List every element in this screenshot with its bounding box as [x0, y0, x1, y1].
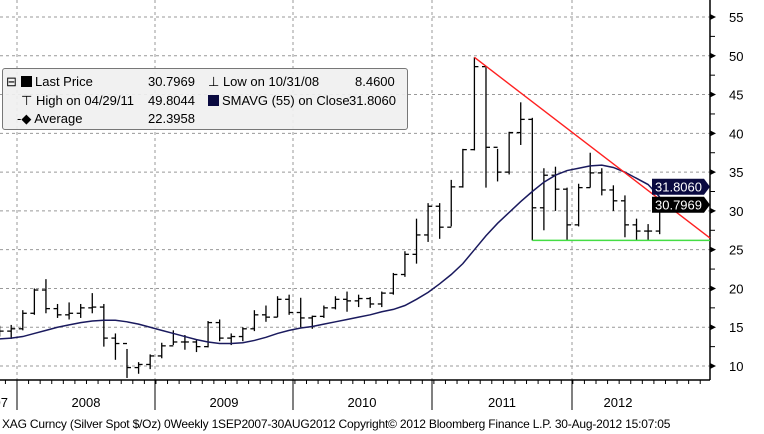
y-tick-mark	[710, 14, 716, 20]
legend-last-value: 30.7969	[148, 74, 195, 89]
y-tick-label: 10	[729, 359, 743, 374]
y-tick-label: 20	[729, 281, 743, 296]
y-tick-mark	[710, 52, 716, 59]
footer-caption: XAG Curncy (Silver Spot $/Oz) 0Weekly 1S…	[2, 417, 671, 431]
legend-sma-label: SMAVG (55) on Close	[222, 93, 350, 108]
legend-avg-label: Average	[34, 111, 83, 126]
last-price-tag	[652, 196, 710, 213]
sma-swatch-icon	[208, 95, 219, 106]
y-tick-label: 55	[729, 10, 743, 25]
y-tick-mark	[710, 285, 716, 292]
legend-last-label: Last Price	[35, 74, 93, 89]
y-tick-mark	[710, 246, 716, 253]
legend: ⊟ Last Price 30.7969 ⊤ High on 04/29/11 …	[2, 68, 408, 130]
legend-low-label: Low on 10/31/08	[222, 74, 320, 89]
y-tick-label: 50	[729, 49, 743, 64]
sma-tag-label: 31.8060	[655, 180, 702, 195]
legend-high-value: 49.8044	[148, 93, 195, 108]
y-tick-mark	[710, 324, 716, 331]
last-price-tag-label: 30.7969	[655, 198, 702, 213]
y-tick-label: 35	[729, 165, 743, 180]
last-price-swatch-icon	[21, 76, 32, 87]
collapse-icon[interactable]: ⊟	[6, 74, 17, 89]
x-tick-label: 2010	[348, 395, 377, 410]
x-tick-label: 07	[0, 395, 8, 410]
x-tick-label: 2008	[72, 395, 101, 410]
x-tick-label: 2009	[210, 395, 239, 410]
y-tick-mark	[710, 363, 716, 370]
legend-high-label: High on 04/29/11	[35, 93, 134, 108]
sma55-line	[0, 164, 661, 345]
legend-sma-value: 31.8060	[349, 93, 396, 108]
y-tick-label: 30	[729, 204, 743, 219]
low-marker-icon: ⊥	[208, 74, 223, 89]
y-tick-mark	[710, 91, 716, 98]
y-tick-label: 40	[729, 126, 743, 141]
y-tick-mark	[710, 169, 716, 176]
legend-low-value: 8.4600	[355, 74, 395, 89]
y-tick-label: 45	[729, 88, 743, 103]
sma-tag	[652, 178, 710, 195]
x-tick-label: 2011	[488, 395, 516, 410]
y-tick-label: 15	[729, 320, 743, 335]
y-tick-mark	[710, 130, 716, 137]
average-marker-icon: -◆	[17, 111, 35, 126]
high-marker-icon: ⊤	[21, 93, 36, 108]
y-tick-label: 25	[729, 243, 743, 258]
x-tick-label: 2012	[604, 395, 633, 410]
y-tick-mark	[710, 207, 716, 214]
legend-avg-value: 22.3958	[148, 111, 195, 126]
